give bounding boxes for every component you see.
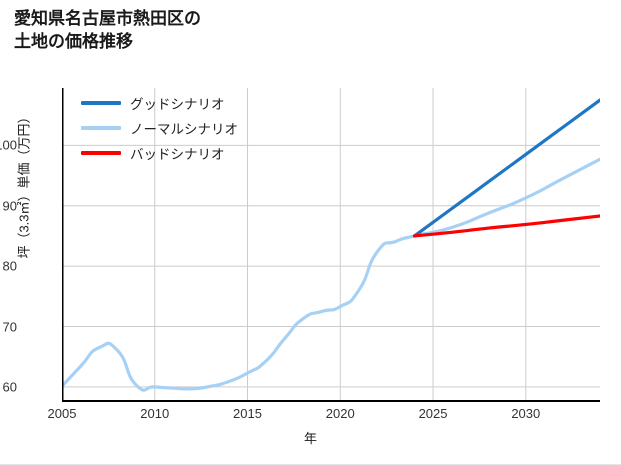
chart-svg xyxy=(62,88,600,402)
legend-item[interactable]: ノーマルシナリオ xyxy=(81,118,238,138)
legend-color-swatch xyxy=(81,126,121,130)
legend-color-swatch xyxy=(81,151,121,155)
data-series-group xyxy=(62,98,600,392)
legend-item-label: ノーマルシナリオ xyxy=(130,122,238,137)
x-tick-label: 2020 xyxy=(325,406,355,421)
chart-title: 愛知県名古屋市熱田区の 土地の価格推移 xyxy=(14,9,201,51)
series-line xyxy=(62,157,600,392)
y-axis-label: 坪（3.3㎡）単価（万円） xyxy=(16,110,32,259)
y-tick-label: 60 xyxy=(2,379,17,395)
legend-item[interactable]: グッドシナリオ xyxy=(81,93,238,113)
x-tick-label: 2005 xyxy=(47,406,77,421)
series-line xyxy=(412,214,600,238)
y-tick-label: 70 xyxy=(2,319,17,335)
plot-area xyxy=(62,88,600,402)
y-tick-label: 80 xyxy=(2,258,17,274)
y-tick-label: 90 xyxy=(2,198,17,214)
x-tick-label: 2010 xyxy=(140,406,170,421)
legend-item-label: バッドシナリオ xyxy=(130,147,225,162)
legend-color-swatch xyxy=(81,101,121,105)
x-tick-label: 2015 xyxy=(233,406,262,421)
gridlines xyxy=(62,88,600,402)
series-line xyxy=(412,98,600,238)
legend-item[interactable]: バッドシナリオ xyxy=(81,143,238,163)
x-tick-label: 2025 xyxy=(418,406,448,421)
x-axis-label: 年 xyxy=(303,431,317,446)
legend-item-label: グッドシナリオ xyxy=(130,97,225,112)
y-tick-label: 100 xyxy=(0,137,17,153)
chart-legend: グッドシナリオ ノーマルシナリオ バッドシナリオ xyxy=(81,93,238,163)
x-tick-label: 2030 xyxy=(511,406,541,421)
